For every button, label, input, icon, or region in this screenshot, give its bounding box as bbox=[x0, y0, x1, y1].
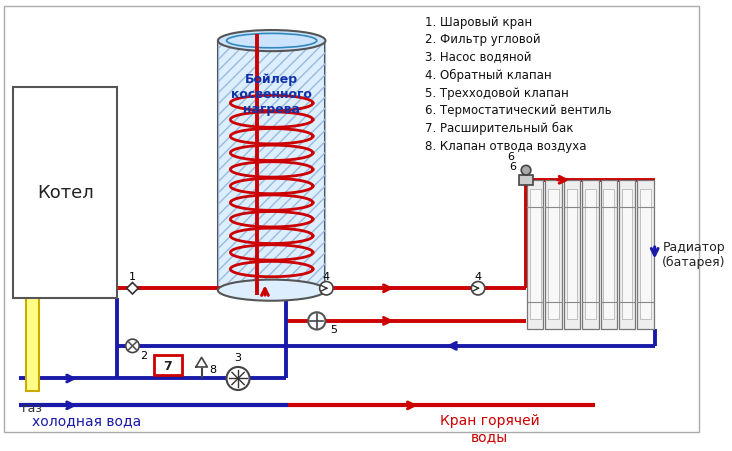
Text: Радиатор
(батарея): Радиатор (батарея) bbox=[662, 240, 726, 269]
Bar bbox=[26, 290, 40, 391]
Text: газ: газ bbox=[22, 400, 43, 414]
Text: Котел: Котел bbox=[37, 184, 94, 202]
Text: 6: 6 bbox=[509, 162, 516, 172]
Bar bbox=[548, 190, 559, 319]
Text: 6. Термостатический вентиль: 6. Термостатический вентиль bbox=[425, 104, 612, 117]
Ellipse shape bbox=[218, 280, 326, 301]
Bar bbox=[127, 283, 138, 295]
Text: 4. Обратный клапан: 4. Обратный клапан bbox=[425, 69, 552, 82]
Bar bbox=[600, 180, 617, 329]
Bar bbox=[527, 180, 543, 329]
Bar bbox=[567, 190, 578, 319]
Text: 6: 6 bbox=[507, 151, 514, 161]
Bar bbox=[619, 180, 635, 329]
Circle shape bbox=[521, 166, 531, 175]
Polygon shape bbox=[196, 358, 207, 367]
Text: 7: 7 bbox=[164, 359, 172, 372]
Text: 4: 4 bbox=[474, 271, 482, 281]
Bar bbox=[564, 180, 580, 329]
Text: Бойлер
косвенного
нагрева: Бойлер косвенного нагрева bbox=[231, 73, 312, 116]
Bar bbox=[640, 190, 651, 319]
Bar bbox=[13, 87, 117, 298]
Circle shape bbox=[226, 367, 250, 390]
Bar bbox=[218, 41, 326, 290]
Bar bbox=[585, 190, 596, 319]
Bar bbox=[545, 180, 562, 329]
Circle shape bbox=[126, 340, 139, 353]
Bar bbox=[154, 356, 182, 375]
Text: 3. Насос водяной: 3. Насос водяной bbox=[425, 51, 531, 64]
Bar bbox=[519, 175, 533, 185]
Text: холодная вода: холодная вода bbox=[31, 413, 141, 427]
Text: 1: 1 bbox=[129, 271, 136, 281]
Text: 8. Клапан отвода воздуха: 8. Клапан отвода воздуха bbox=[425, 140, 587, 152]
Text: 2: 2 bbox=[140, 351, 147, 361]
Text: 7. Расширительный бак: 7. Расширительный бак bbox=[425, 122, 574, 135]
Bar bbox=[582, 180, 599, 329]
Text: 1. Шаровый кран: 1. Шаровый кран bbox=[425, 16, 532, 28]
Text: 5. Трехходовой клапан: 5. Трехходовой клапан bbox=[425, 87, 569, 100]
Bar bbox=[218, 41, 326, 290]
Bar bbox=[638, 180, 654, 329]
Bar bbox=[530, 190, 540, 319]
Text: 4: 4 bbox=[323, 271, 330, 281]
Bar bbox=[603, 190, 614, 319]
Text: 5: 5 bbox=[330, 324, 337, 334]
Circle shape bbox=[471, 282, 485, 295]
Text: 3: 3 bbox=[234, 352, 242, 362]
Circle shape bbox=[320, 282, 333, 295]
Ellipse shape bbox=[218, 31, 326, 52]
Text: 8: 8 bbox=[209, 364, 217, 374]
Text: 2. Фильтр угловой: 2. Фильтр угловой bbox=[425, 33, 541, 46]
Circle shape bbox=[308, 313, 326, 330]
Bar bbox=[621, 190, 632, 319]
Text: Кран горячей
воды: Кран горячей воды bbox=[440, 413, 539, 443]
